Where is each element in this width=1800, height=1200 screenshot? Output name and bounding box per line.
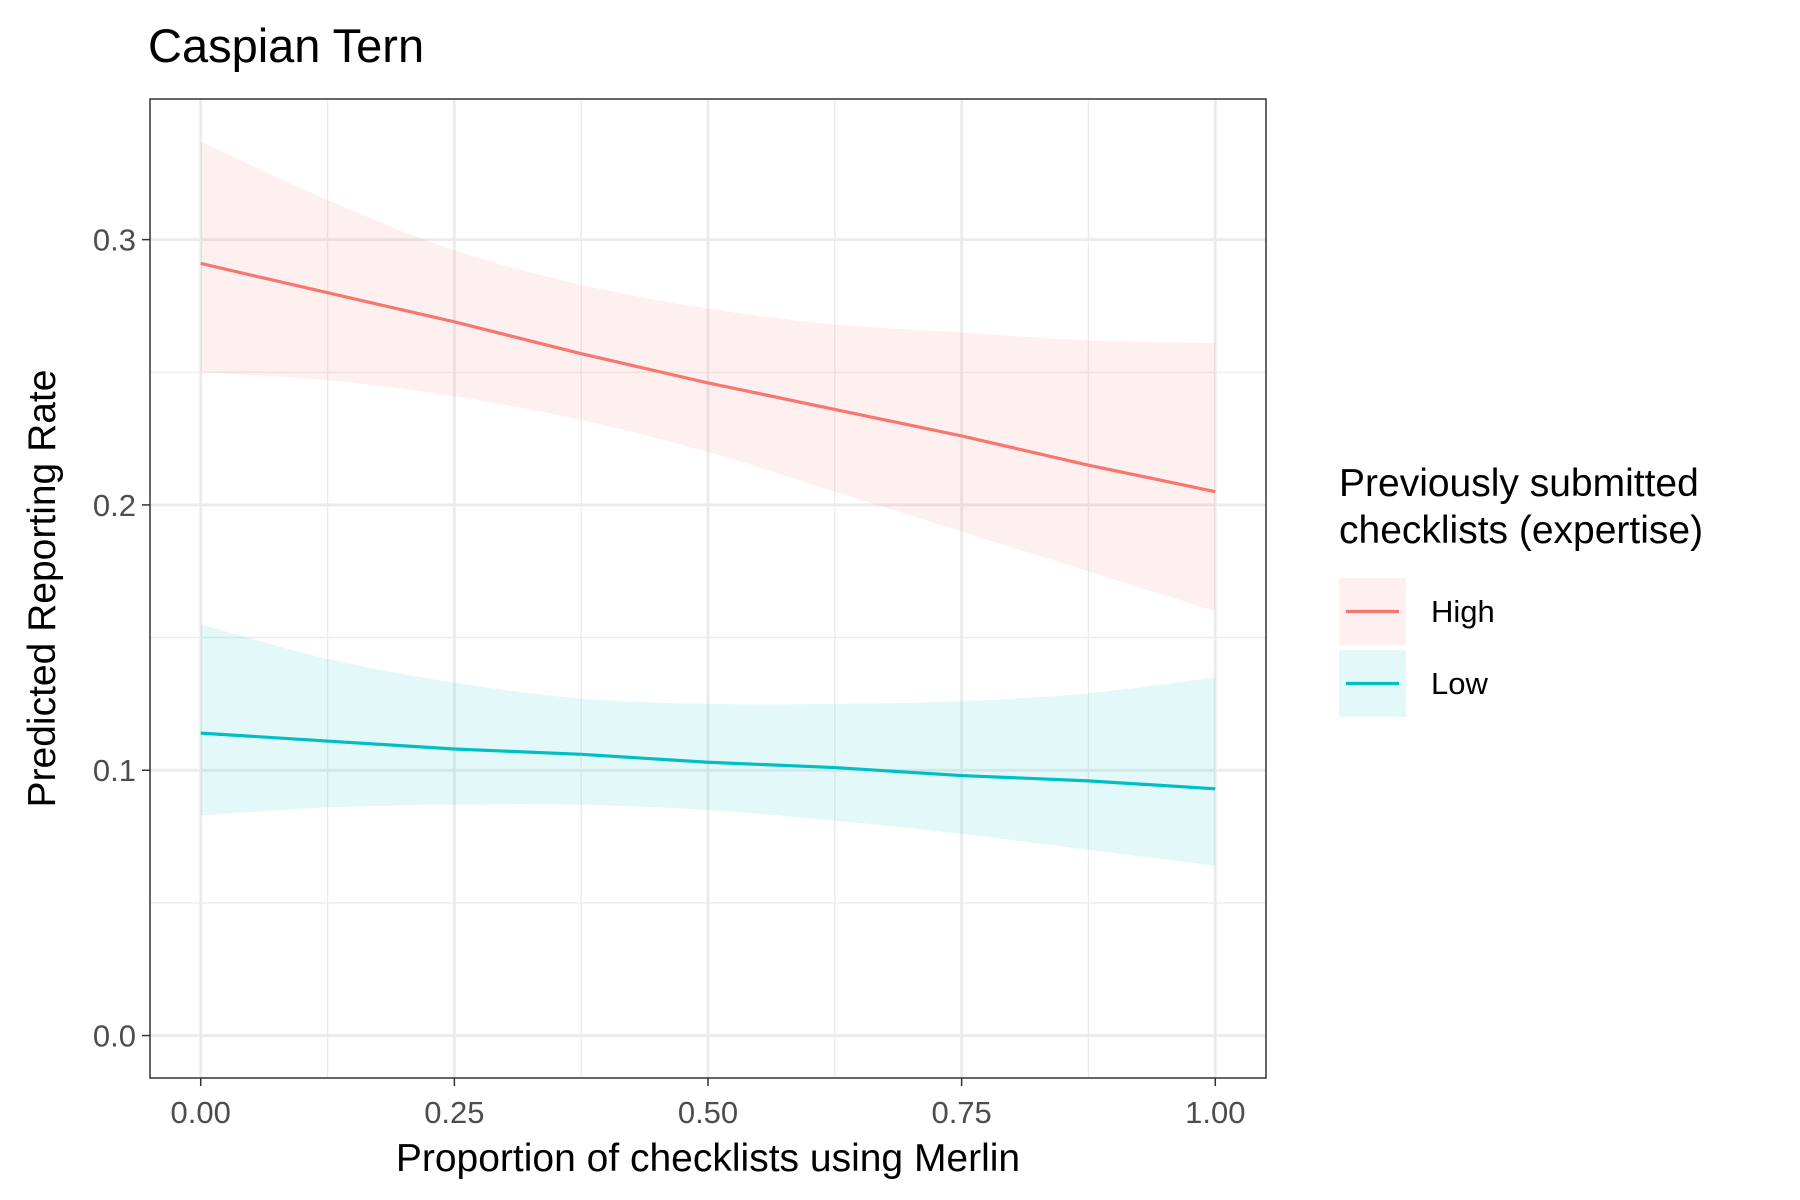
series-lines: [200, 261, 1216, 791]
x-tick-label: 0.00: [171, 1095, 231, 1130]
legend-title-line: Previously submitted: [1339, 462, 1699, 505]
series-line-high: [200, 261, 1216, 494]
x-tick-label: 0.75: [931, 1095, 991, 1130]
confidence-bands: [200, 141, 1216, 866]
y-tick-label: 0.1: [93, 753, 136, 788]
series-line-low: [200, 731, 1216, 791]
x-tick-label: 0.50: [678, 1095, 738, 1130]
y-axis-title: Predicted Reporting Rate: [21, 370, 64, 808]
legend-label-high: High: [1431, 594, 1495, 629]
grid: [150, 99, 1266, 1078]
y-tick-label: 0.3: [93, 223, 136, 258]
legend-title-line: checklists (expertise): [1339, 509, 1703, 552]
y-tick-label: 0.2: [93, 488, 136, 523]
x-tick-label: 0.25: [424, 1095, 484, 1130]
chart-title: Caspian Tern: [148, 19, 424, 72]
y-tick-label: 0.0: [93, 1019, 136, 1054]
axes: 0.00 0.25 0.50 0.75 1.00 0.0 0.1 0.2 0.3: [93, 223, 1246, 1130]
legend-label-low: Low: [1431, 666, 1488, 701]
x-axis-title: Proportion of checklists using Merlin: [396, 1137, 1020, 1180]
confidence-band-low: [200, 624, 1216, 866]
confidence-band-high: [200, 141, 1216, 612]
x-tick-label: 1.00: [1185, 1095, 1245, 1130]
